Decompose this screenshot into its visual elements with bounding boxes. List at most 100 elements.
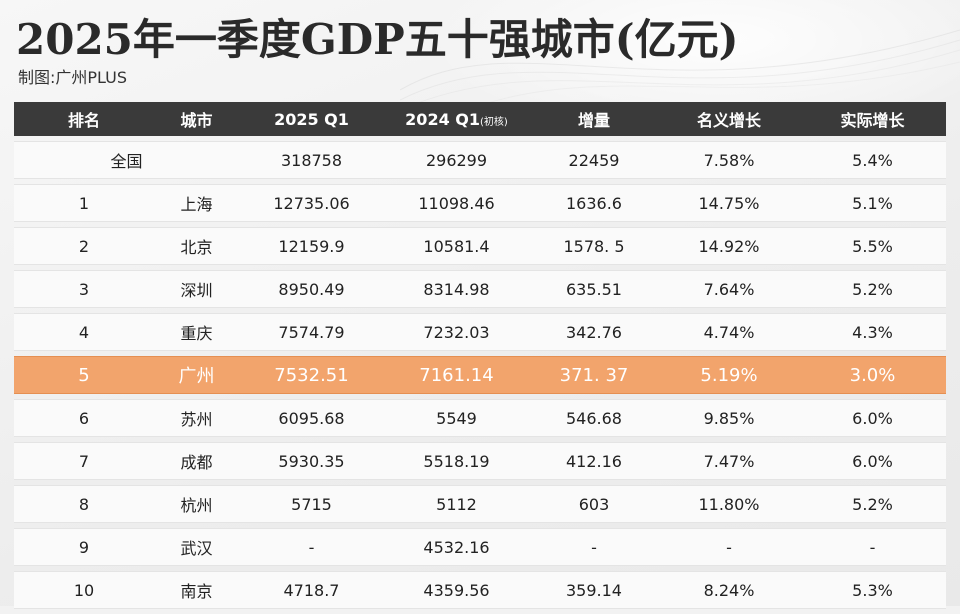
real-growth-cell: 6.0% bbox=[799, 399, 946, 437]
increase-cell: 371. 37 bbox=[529, 356, 659, 394]
nominal-growth-cell: 7.64% bbox=[659, 270, 799, 308]
rank-cell: 7 bbox=[14, 442, 154, 480]
city-cell: 南京 bbox=[154, 571, 239, 609]
nominal-growth-cell: 5.19% bbox=[659, 356, 799, 394]
page-title: 2025年一季度GDP五十强城市(亿元) bbox=[16, 15, 739, 64]
increase-cell: 546.68 bbox=[529, 399, 659, 437]
rank-cell: 3 bbox=[14, 270, 154, 308]
gdp-2025-q1-cell: 5715 bbox=[239, 485, 384, 523]
col-header-increase: 增量 bbox=[529, 102, 659, 136]
city-cell: 广州 bbox=[154, 356, 239, 394]
increase-cell: 359.14 bbox=[529, 571, 659, 609]
table-row: 6 苏州 6095.68 5549 546.68 9.85% 6.0% bbox=[14, 399, 946, 437]
table-row: 2 北京 12159.9 10581.4 1578. 5 14.92% 5.5% bbox=[14, 227, 946, 265]
real-growth-cell: 5.2% bbox=[799, 485, 946, 523]
rank-cell: 9 bbox=[14, 528, 154, 566]
nominal-growth-cell: 8.24% bbox=[659, 571, 799, 609]
col-header-city: 城市 bbox=[154, 102, 239, 136]
city-cell: 成都 bbox=[154, 442, 239, 480]
gdp-2025-q1-cell: 12735.06 bbox=[239, 184, 384, 222]
rank-cell: 1 bbox=[14, 184, 154, 222]
table-row: 4 重庆 7574.79 7232.03 342.76 4.74% 4.3% bbox=[14, 313, 946, 351]
nominal-growth-cell: - bbox=[659, 528, 799, 566]
total-2024-q1: 296299 bbox=[384, 141, 529, 179]
col-header-2025-q1: 2025 Q1 bbox=[239, 102, 384, 136]
real-growth-cell: 5.3% bbox=[799, 571, 946, 609]
city-cell: 武汉 bbox=[154, 528, 239, 566]
table-row: 5 广州 7532.51 7161.14 371. 37 5.19% 3.0% bbox=[14, 356, 946, 394]
gdp-table: 排名 城市 2025 Q1 2024 Q1(初核) 增量 名义增长 实际增长 全… bbox=[14, 97, 946, 614]
total-real-growth: 5.4% bbox=[799, 141, 946, 179]
increase-cell: - bbox=[529, 528, 659, 566]
gdp-2024-q1-cell: 5549 bbox=[384, 399, 529, 437]
gdp-2025-q1-cell: 4718.7 bbox=[239, 571, 384, 609]
table-row-national-total: 全国 318758 296299 22459 7.58% 5.4% bbox=[14, 141, 946, 179]
col-header-2024-q1-label: 2024 Q1 bbox=[405, 109, 481, 129]
increase-cell: 635.51 bbox=[529, 270, 659, 308]
table-row: 1 上海 12735.06 11098.46 1636.6 14.75% 5.1% bbox=[14, 184, 946, 222]
table-row: 7 成都 5930.35 5518.19 412.16 7.47% 6.0% bbox=[14, 442, 946, 480]
rank-cell: 6 bbox=[14, 399, 154, 437]
chart-credit: 制图:广州PLUS bbox=[18, 68, 128, 87]
real-growth-cell: - bbox=[799, 528, 946, 566]
total-nominal-growth: 7.58% bbox=[659, 141, 799, 179]
increase-cell: 412.16 bbox=[529, 442, 659, 480]
city-cell: 北京 bbox=[154, 227, 239, 265]
real-growth-cell: 6.0% bbox=[799, 442, 946, 480]
real-growth-cell: 4.3% bbox=[799, 313, 946, 351]
real-growth-cell: 3.0% bbox=[799, 356, 946, 394]
table-row: 3 深圳 8950.49 8314.98 635.51 7.64% 5.2% bbox=[14, 270, 946, 308]
rank-cell: 5 bbox=[14, 356, 154, 394]
city-cell: 重庆 bbox=[154, 313, 239, 351]
col-header-2024-q1: 2024 Q1(初核) bbox=[384, 102, 529, 136]
gdp-2024-q1-cell: 5112 bbox=[384, 485, 529, 523]
gdp-2025-q1-cell: - bbox=[239, 528, 384, 566]
real-growth-cell: 5.5% bbox=[799, 227, 946, 265]
rank-cell: 10 bbox=[14, 571, 154, 609]
col-header-real-growth: 实际增长 bbox=[799, 102, 946, 136]
nominal-growth-cell: 4.74% bbox=[659, 313, 799, 351]
rank-cell: 4 bbox=[14, 313, 154, 351]
gdp-2024-q1-cell: 7232.03 bbox=[384, 313, 529, 351]
city-cell: 苏州 bbox=[154, 399, 239, 437]
increase-cell: 1578. 5 bbox=[529, 227, 659, 265]
rank-cell: 8 bbox=[14, 485, 154, 523]
city-cell: 杭州 bbox=[154, 485, 239, 523]
increase-cell: 603 bbox=[529, 485, 659, 523]
gdp-2024-q1-cell: 7161.14 bbox=[384, 356, 529, 394]
col-header-2024-q1-note: (初核) bbox=[480, 116, 508, 128]
increase-cell: 342.76 bbox=[529, 313, 659, 351]
nominal-growth-cell: 11.80% bbox=[659, 485, 799, 523]
city-cell: 深圳 bbox=[154, 270, 239, 308]
gdp-2024-q1-cell: 4359.56 bbox=[384, 571, 529, 609]
increase-cell: 1636.6 bbox=[529, 184, 659, 222]
gdp-2024-q1-cell: 10581.4 bbox=[384, 227, 529, 265]
gdp-2025-q1-cell: 12159.9 bbox=[239, 227, 384, 265]
total-label: 全国 bbox=[14, 141, 239, 179]
real-growth-cell: 5.1% bbox=[799, 184, 946, 222]
real-growth-cell: 5.2% bbox=[799, 270, 946, 308]
nominal-growth-cell: 14.75% bbox=[659, 184, 799, 222]
gdp-2024-q1-cell: 11098.46 bbox=[384, 184, 529, 222]
gdp-2024-q1-cell: 8314.98 bbox=[384, 270, 529, 308]
nominal-growth-cell: 14.92% bbox=[659, 227, 799, 265]
col-header-rank: 排名 bbox=[14, 102, 154, 136]
total-increase: 22459 bbox=[529, 141, 659, 179]
table-header-row: 排名 城市 2025 Q1 2024 Q1(初核) 增量 名义增长 实际增长 bbox=[14, 102, 946, 136]
gdp-2024-q1-cell: 5518.19 bbox=[384, 442, 529, 480]
nominal-growth-cell: 9.85% bbox=[659, 399, 799, 437]
gdp-2025-q1-cell: 7532.51 bbox=[239, 356, 384, 394]
col-header-nominal-growth: 名义增长 bbox=[659, 102, 799, 136]
gdp-2025-q1-cell: 6095.68 bbox=[239, 399, 384, 437]
gdp-2025-q1-cell: 8950.49 bbox=[239, 270, 384, 308]
gdp-2024-q1-cell: 4532.16 bbox=[384, 528, 529, 566]
total-2025-q1: 318758 bbox=[239, 141, 384, 179]
city-cell: 上海 bbox=[154, 184, 239, 222]
gdp-2025-q1-cell: 7574.79 bbox=[239, 313, 384, 351]
nominal-growth-cell: 7.47% bbox=[659, 442, 799, 480]
rank-cell: 2 bbox=[14, 227, 154, 265]
gdp-2025-q1-cell: 5930.35 bbox=[239, 442, 384, 480]
table-row: 8 杭州 5715 5112 603 11.80% 5.2% bbox=[14, 485, 946, 523]
table-row: 9 武汉 -4532.16- - - bbox=[14, 528, 946, 566]
table-row: 10 南京 4718.7 4359.56 359.14 8.24% 5.3% bbox=[14, 571, 946, 609]
